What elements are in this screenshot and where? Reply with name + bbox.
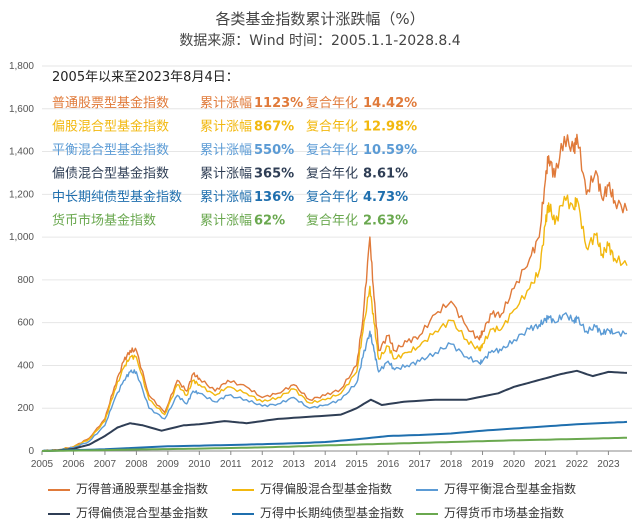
y-tick-label: 0 — [28, 446, 34, 457]
legend-swatch — [232, 512, 254, 515]
legend-item: 万得偏股混合型基金指数 — [232, 480, 392, 497]
legend-item: 万得偏债混合型基金指数 — [48, 504, 208, 521]
legend-item: 万得普通股票型基金指数 — [48, 480, 208, 497]
annotation-name: 平衡混合型基金指数 — [52, 142, 169, 158]
legend-item: 万得货币市场基金指数 — [416, 504, 564, 521]
series-line-5 — [41, 420, 628, 452]
x-tick-label: 2018 — [440, 459, 463, 470]
chart-subtitle: 数据来源：Wind 时间：2005.1.1-2028.8.4 — [179, 33, 461, 49]
x-tick-label: 2006 — [62, 459, 85, 470]
annotation-gain-value: 62% — [254, 214, 285, 229]
x-tick-label: 2019 — [471, 459, 494, 470]
annotation-name: 货币市场基金指数 — [52, 213, 156, 229]
y-tick-label: 1,800 — [9, 61, 34, 72]
x-tick-label: 2020 — [503, 459, 526, 470]
annotation-gain-label: 累计涨幅 — [200, 214, 252, 229]
legend-swatch — [416, 512, 438, 515]
annotation-gain-label: 累计涨幅 — [200, 143, 252, 158]
series-line-1 — [41, 133, 628, 452]
y-tick-label: 600 — [17, 318, 34, 329]
x-axis-ticks: 2005 2006 2007 2008 2009 2010 2011 2012 2013 2014… — [31, 451, 620, 470]
legend-swatch — [48, 512, 70, 515]
annotation-gain-value: 550% — [254, 143, 294, 158]
annotation-gain-value: 1123% — [254, 96, 303, 111]
legend-label: 万得中长期纯债型基金指数 — [260, 506, 405, 520]
annotation-cagr-value: 14.42% — [363, 96, 417, 111]
x-tick-label: 2010 — [188, 459, 211, 470]
y-tick-label: 1,600 — [9, 104, 34, 115]
x-tick-label: 2016 — [377, 459, 400, 470]
annotation-gain-label: 累计涨幅 — [200, 120, 252, 135]
annotation-gain-value: 136% — [254, 190, 294, 205]
series-line-3 — [41, 312, 628, 452]
annotation-cagr-label: 复合年化 — [306, 143, 358, 158]
x-tick-label: 2008 — [125, 459, 148, 470]
annotation-gain-label: 累计涨幅 — [200, 96, 252, 111]
series-line-4 — [41, 369, 628, 452]
annotation-cagr-label: 复合年化 — [306, 190, 358, 205]
legend-item: 万得平衡混合型基金指数 — [416, 480, 576, 497]
annotation-cagr-label: 复合年化 — [306, 96, 358, 111]
x-tick-label: 2015 — [346, 459, 369, 470]
x-tick-label: 2023 — [597, 459, 620, 470]
series-lines — [41, 133, 628, 452]
y-tick-label: 400 — [17, 360, 34, 371]
annotation-cagr-label: 复合年化 — [306, 120, 358, 135]
y-tick-label: 200 — [17, 403, 34, 414]
x-tick-label: 2012 — [251, 459, 274, 470]
x-tick-label: 2021 — [534, 459, 557, 470]
legend-label: 万得偏债混合型基金指数 — [76, 506, 209, 520]
y-axis-ticks: 0 200 400 600 800 1,000 1,200 1,400 1,600 1,800 — [9, 61, 34, 457]
legend-swatch — [416, 488, 438, 491]
legend-label: 万得平衡混合型基金指数 — [444, 482, 577, 496]
y-tick-label: 800 — [17, 275, 34, 286]
x-tick-label: 2013 — [283, 459, 306, 470]
annotation-cagr-value: 8.61% — [363, 167, 408, 182]
annotation-cagr-value: 4.73% — [363, 190, 408, 205]
x-tick-label: 2014 — [314, 459, 337, 470]
annotation-name: 普通股票型基金指数 — [52, 95, 169, 111]
annotation-block: 2005年以来至2023年8月4日：普通股票型基金指数 累计涨幅 1123% 复合年化… — [52, 70, 417, 229]
x-tick-label: 2007 — [94, 459, 117, 470]
y-tick-label: 1,000 — [9, 232, 34, 243]
annotation-header: 2005年以来至2023年8月4日： — [52, 70, 239, 85]
annotation-name: 偏债混合型基金指数 — [52, 166, 169, 182]
legend-item: 万得中长期纯债型基金指数 — [232, 504, 404, 521]
legend-label: 万得货币市场基金指数 — [444, 506, 565, 520]
series-line-6 — [41, 436, 628, 452]
y-tick-label: 1,200 — [9, 189, 34, 200]
annotation-gain-label: 累计涨幅 — [200, 190, 252, 205]
legend-swatch — [232, 488, 254, 491]
x-tick-label: 2017 — [408, 459, 431, 470]
y-tick-label: 1,400 — [9, 147, 34, 158]
annotation-cagr-label: 复合年化 — [306, 214, 358, 229]
x-tick-label: 2011 — [220, 459, 242, 470]
annotation-gain-value: 365% — [254, 167, 294, 182]
annotation-cagr-value: 2.63% — [363, 214, 408, 229]
series-line-2 — [41, 194, 628, 452]
chart-title: 各类基金指数累计涨跌幅（%） — [215, 10, 425, 28]
legend-label: 万得普通股票型基金指数 — [76, 482, 209, 496]
annotation-cagr-label: 复合年化 — [306, 167, 358, 182]
legend-swatch — [48, 488, 70, 491]
annotation-gain-label: 累计涨幅 — [200, 167, 252, 182]
annotation-cagr-value: 10.59% — [363, 143, 417, 158]
x-tick-label: 2022 — [566, 459, 589, 470]
annotation-name: 偏股混合型基金指数 — [52, 119, 169, 135]
annotation-name: 中长期纯债型基金指数 — [52, 189, 182, 205]
x-tick-label: 2009 — [157, 459, 180, 470]
x-tick-label: 2005 — [31, 459, 54, 470]
annotation-gain-value: 867% — [254, 120, 294, 135]
legend-label: 万得偏股混合型基金指数 — [260, 482, 393, 496]
annotation-cagr-value: 12.98% — [363, 120, 417, 135]
